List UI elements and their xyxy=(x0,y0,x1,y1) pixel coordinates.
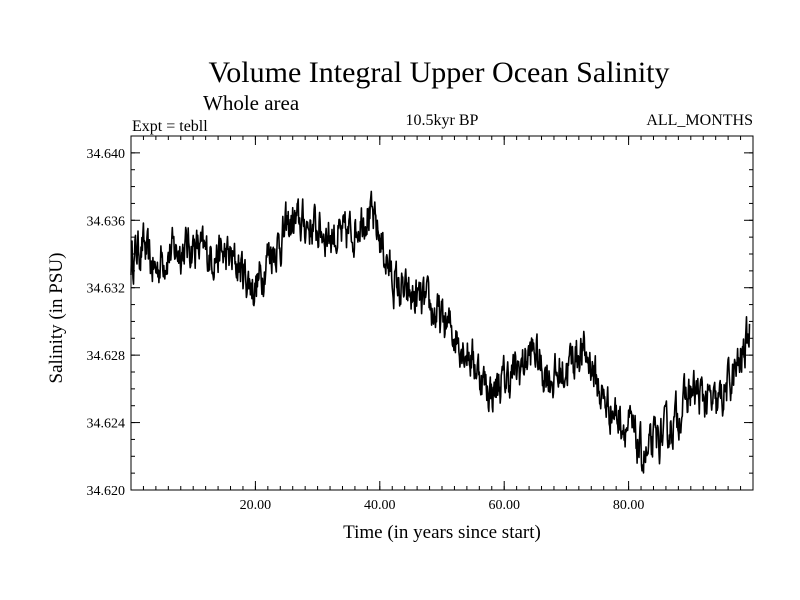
y-tick-label: 34.620 xyxy=(87,484,126,499)
y-tick-label: 34.640 xyxy=(87,147,126,162)
x-tick-label: 60.00 xyxy=(488,498,520,513)
y-tick-label: 34.636 xyxy=(87,214,126,229)
series-line xyxy=(130,190,751,474)
plot-area: 20.00 40.00 60.00 80.00 34.620 34.624 34.628 34… xyxy=(87,135,754,513)
y-axis-label: Salinity (in PSU) xyxy=(46,253,67,384)
chart-subtitle: Whole area xyxy=(203,91,300,115)
months-label: ALL_MONTHS xyxy=(646,112,753,129)
x-tick-label: 80.00 xyxy=(613,498,645,513)
y-tick-label: 34.628 xyxy=(87,349,126,364)
experiment-label: Expt = tebll xyxy=(132,118,208,135)
period-label: 10.5kyr BP xyxy=(406,112,479,129)
x-axis-label: Time (in years since start) xyxy=(343,522,541,543)
x-tick-label: 20.00 xyxy=(240,498,272,513)
y-tick-label: 34.632 xyxy=(87,282,126,297)
x-tick-label: 40.00 xyxy=(364,498,396,513)
y-tick-label: 34.624 xyxy=(87,417,126,432)
chart-title: Volume Integral Upper Ocean Salinity xyxy=(209,56,670,89)
